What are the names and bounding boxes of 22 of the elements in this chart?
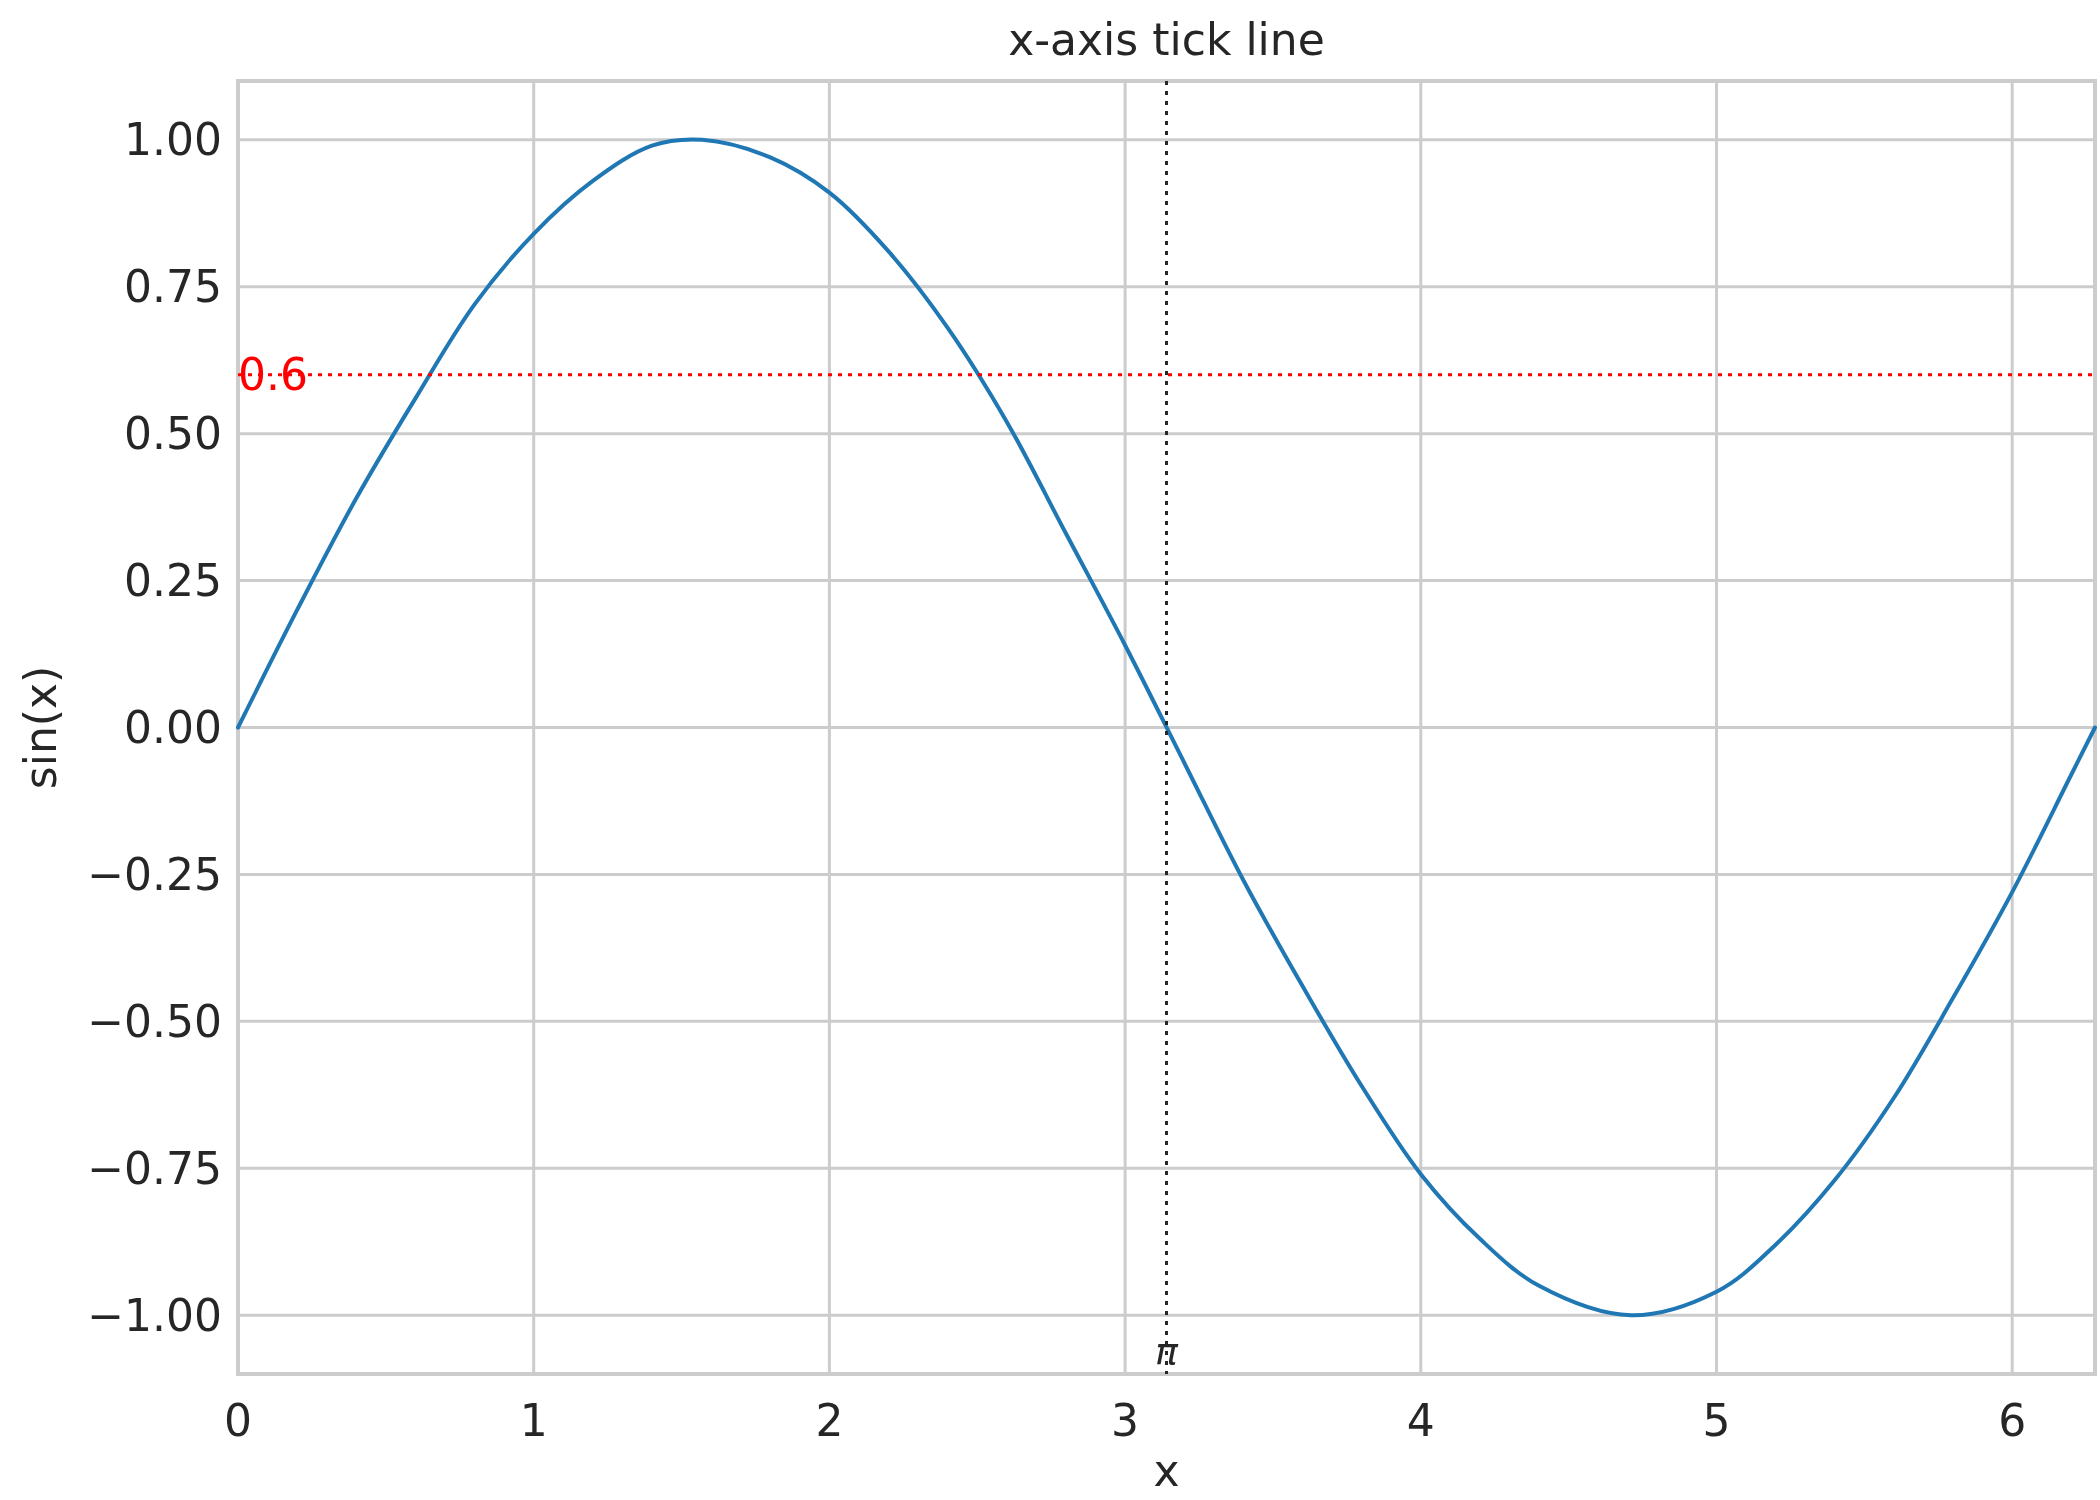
- x-tick-label: 5: [1702, 1395, 1731, 1446]
- chart-title: x-axis tick line: [1008, 14, 1325, 65]
- x-tick-label: 6: [1998, 1395, 2027, 1446]
- y-tick-label: −1.00: [87, 1289, 222, 1341]
- x-tick-label: 3: [1111, 1395, 1140, 1446]
- ref-line-label: 0.6: [238, 348, 308, 400]
- x-axis-title: x: [1153, 1445, 1180, 1496]
- x-tick-label: 4: [1406, 1395, 1435, 1446]
- x-tick-label: 2: [815, 1395, 844, 1446]
- y-tick-label: 1.00: [124, 114, 222, 166]
- y-axis-title: sin(x): [15, 665, 66, 790]
- y-tick-label: 0.50: [124, 408, 222, 460]
- ref-line-label: π: [1155, 1329, 1180, 1373]
- x-tick-label: 1: [519, 1395, 548, 1446]
- y-tick-label: −0.50: [87, 995, 222, 1047]
- line-series: [236, 137, 2097, 1318]
- y-tick-label: 0.25: [124, 554, 222, 606]
- x-tick-label: 0: [224, 1395, 252, 1446]
- y-tick-label: 0.00: [124, 701, 222, 753]
- y-tick-label: −0.75: [87, 1142, 222, 1194]
- y-tick-label: −0.25: [87, 848, 222, 900]
- y-tick-label: 0.75: [124, 261, 222, 313]
